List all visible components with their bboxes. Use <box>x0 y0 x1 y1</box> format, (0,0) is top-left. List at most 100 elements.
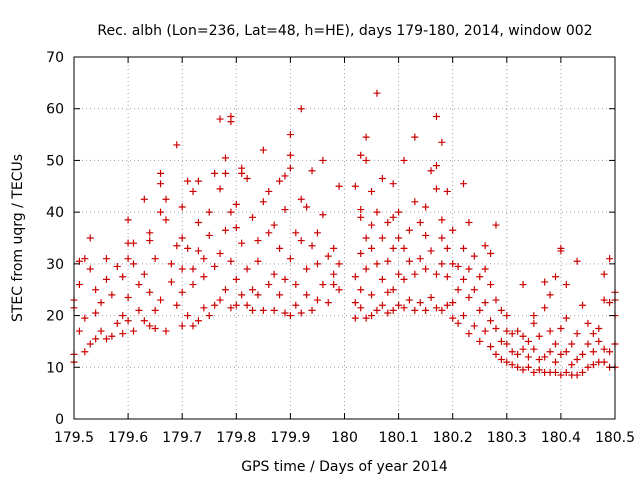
data-point <box>530 368 538 376</box>
data-point <box>319 156 327 164</box>
data-point <box>227 112 235 120</box>
data-point <box>422 306 430 314</box>
data-point <box>384 257 392 265</box>
data-point <box>135 306 143 314</box>
data-point <box>167 278 175 286</box>
data-point <box>243 175 251 183</box>
data-point <box>249 306 257 314</box>
data-point <box>303 203 311 211</box>
data-point <box>357 304 365 312</box>
data-point <box>238 239 246 247</box>
data-point <box>140 317 148 325</box>
chart-title: Rec. albh (Lon=236, Lat=48, h=HE), days … <box>97 23 592 39</box>
data-point <box>113 319 121 327</box>
data-point <box>584 363 592 371</box>
data-point <box>227 257 235 265</box>
data-point <box>124 255 132 263</box>
data-point <box>368 312 376 320</box>
data-point <box>194 218 202 226</box>
data-point <box>432 162 440 170</box>
data-point <box>422 265 430 273</box>
data-point <box>254 257 262 265</box>
data-point <box>487 281 495 289</box>
data-point <box>157 169 165 177</box>
data-point <box>108 291 116 299</box>
data-point <box>146 237 154 245</box>
data-point <box>286 164 294 172</box>
data-point <box>427 167 435 175</box>
data-point <box>335 260 343 268</box>
data-point <box>297 309 305 317</box>
data-point <box>443 301 451 309</box>
data-point <box>313 229 321 237</box>
data-point <box>368 221 376 229</box>
data-point <box>308 306 316 314</box>
y-tick-label: 50 <box>46 153 64 169</box>
data-point <box>465 265 473 273</box>
data-point <box>146 288 154 296</box>
data-point <box>432 304 440 312</box>
data-point <box>519 366 527 374</box>
data-point <box>432 112 440 120</box>
data-point <box>503 327 511 335</box>
data-point <box>443 273 451 281</box>
data-point <box>449 299 457 307</box>
data-point <box>303 291 311 299</box>
data-point <box>216 185 224 193</box>
data-point <box>481 327 489 335</box>
data-point <box>589 330 597 338</box>
data-point <box>357 151 365 159</box>
data-point <box>221 226 229 234</box>
data-point <box>216 115 224 123</box>
data-point <box>259 306 267 314</box>
data-point <box>151 255 159 263</box>
data-point <box>92 286 100 294</box>
data-point <box>573 257 581 265</box>
data-point <box>81 314 89 322</box>
data-point <box>319 211 327 219</box>
data-point <box>97 327 105 335</box>
y-tick-label: 0 <box>55 412 64 428</box>
data-point <box>351 299 359 307</box>
data-point <box>189 281 197 289</box>
data-point <box>389 213 397 221</box>
data-point <box>362 156 370 164</box>
data-point <box>557 325 565 332</box>
data-point <box>221 169 229 177</box>
data-point <box>395 301 403 309</box>
data-point <box>416 255 424 263</box>
data-point <box>102 255 110 263</box>
data-point <box>395 270 403 278</box>
data-point <box>460 180 468 188</box>
data-point <box>514 327 522 335</box>
data-point <box>286 131 294 139</box>
data-point <box>595 337 603 345</box>
data-point <box>102 335 110 343</box>
data-point <box>422 231 430 239</box>
data-point <box>357 206 365 214</box>
data-point <box>189 265 197 273</box>
data-point <box>178 203 186 211</box>
data-point <box>200 255 208 263</box>
data-point <box>243 265 251 273</box>
data-point <box>514 363 522 371</box>
data-point <box>551 340 559 348</box>
data-point <box>81 348 89 356</box>
data-point <box>530 312 538 320</box>
data-point <box>432 185 440 193</box>
data-point <box>373 208 381 216</box>
data-point <box>292 281 300 289</box>
data-point <box>308 167 316 175</box>
data-point <box>476 273 484 281</box>
x-tick-label: 180.5 <box>595 430 635 446</box>
data-point <box>589 361 597 369</box>
grid <box>74 57 615 419</box>
data-point <box>313 296 321 304</box>
y-tick-label: 20 <box>46 309 64 325</box>
data-point <box>368 187 376 195</box>
data-point <box>178 322 186 330</box>
data-point <box>584 319 592 327</box>
data-point <box>362 314 370 322</box>
data-point <box>470 322 478 330</box>
